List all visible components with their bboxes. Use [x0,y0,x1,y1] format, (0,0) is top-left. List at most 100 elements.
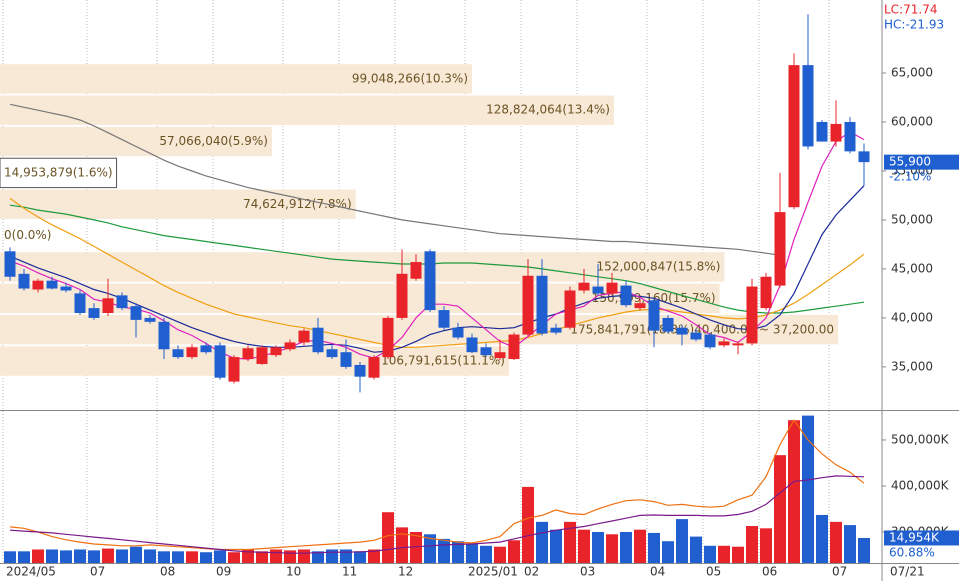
candle-body [410,262,422,279]
candle-body [634,303,646,309]
volume-bar [480,545,492,563]
candle-body [564,290,576,328]
volume-profile-label: 14,953,879(1.6%) [4,165,113,179]
candle-body [536,275,548,334]
volume-bar [200,552,212,563]
volume-bar [396,527,408,563]
last-value-box [884,154,959,170]
volume-bar [4,551,16,563]
volume-profile-label: 0(0.0%) [4,228,51,242]
volume-bar [340,549,352,563]
candle-body [200,345,212,353]
candle-body [648,300,660,331]
volume-bar [606,534,618,563]
volume-bar [452,541,464,563]
lc-label: LC:71.74 [884,3,937,17]
candle-body [102,298,114,314]
volume-bar [732,546,744,563]
moving-average-line [9,197,865,348]
y-tick-label: 35,000 [891,359,933,373]
candle-body [690,332,702,340]
volume-profile-band [0,189,356,219]
candle-body [466,337,478,353]
volume-profile-label: 175,841,791(18.3%) [570,322,694,336]
moving-average-line [9,103,781,256]
candle-body [60,286,72,291]
volume-bar [18,551,30,563]
candle-body [130,306,142,320]
date-label: 07/21 [890,565,925,579]
candle-body [676,327,688,335]
volume-bar [242,549,254,563]
candle-body [550,327,562,333]
x-tick-label: 10 [286,565,301,579]
candle-body [732,343,744,346]
volume-bar [662,541,674,563]
candle-body [256,347,268,364]
candle-body [494,352,506,359]
moving-average-line [9,185,865,353]
candle-body [298,330,310,343]
volume-bar [130,546,142,563]
candle-body [186,347,198,358]
volume-bar [508,540,520,563]
volume-bar [536,521,548,563]
x-tick-label: 11 [342,565,357,579]
volume-profile-band [0,346,509,376]
volume-bar [88,550,100,563]
y-tick-label: 65,000 [891,65,933,79]
last-value-sub: -2.10% [889,170,931,184]
x-tick-label: 04 [650,565,665,579]
y-tick-label: 40,000 [891,310,933,324]
volume-profile-label: 152,000,847(15.8%) [597,259,721,273]
volume-bar [592,531,604,563]
candle-body [760,276,772,309]
volume-bar [578,529,590,563]
moving-average-line [9,204,865,314]
candle-body [88,308,100,318]
volume-bar [256,551,268,563]
volume-bar [326,549,338,563]
volume-bar [228,552,240,563]
candle-body [144,317,156,322]
volume-profile-label: 106,791,615(11.1%) [381,354,505,368]
candle-body [396,273,408,318]
x-tick-label: 06 [762,565,777,579]
volume-bar [46,549,58,563]
volume-bar [760,528,772,563]
volume-profile-band [0,126,272,157]
candle-body [312,327,324,353]
x-tick-label: 09 [216,565,231,579]
y-tick-label: 500,000K [891,432,950,446]
y-tick-label: 45,000 [891,261,933,275]
volume-bar [522,486,534,563]
volume-profile-label: 99,048,266(10.3%) [352,71,468,85]
candle-body [830,123,842,142]
candle-body [844,121,856,152]
candle-body [438,310,450,328]
volume-bar [284,550,296,563]
x-tick-label: 05 [706,565,721,579]
y-tick-label: 60,000 [891,114,933,128]
candle-body [340,352,352,367]
volume-profile-label: 74,624,912(7.8%) [243,197,352,211]
last-value-label: 55,900 [889,155,931,169]
last-value-label: 14,954K [889,530,940,544]
volume-bar [564,521,576,563]
volume-profile-band [0,252,725,282]
candle-body [522,275,534,335]
candle-body [228,357,240,382]
candle-body [802,65,814,147]
candle-body [424,251,436,311]
x-tick-label: 02 [524,565,539,579]
volume-bar [438,538,450,563]
candle-body [368,357,380,378]
volume-bar [676,519,688,563]
volume-bar [704,545,716,563]
last-value-sub: 60.88% [889,545,935,559]
candle-body [242,348,254,360]
candle-body [4,251,16,277]
candle-body [592,286,604,294]
candle-body [158,321,170,350]
candle-body [284,342,296,350]
